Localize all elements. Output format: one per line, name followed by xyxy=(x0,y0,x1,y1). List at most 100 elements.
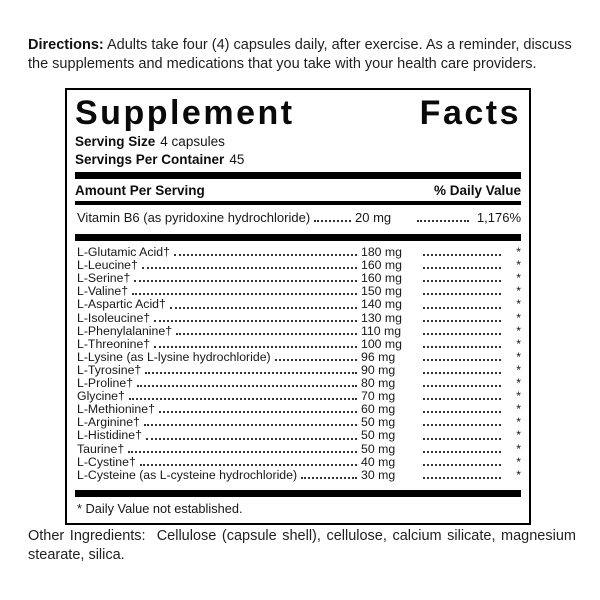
divider-thick-bottom xyxy=(75,489,521,497)
dot-leader xyxy=(423,345,501,348)
dot-leader xyxy=(137,385,357,388)
column-header-row: Amount Per Serving % Daily Value xyxy=(75,179,521,201)
dot-leader xyxy=(423,306,501,309)
nutrient-row: L-Leucine† 160 mg * xyxy=(77,259,521,272)
servings-per-container-line: Servings Per Container 45 xyxy=(75,151,521,169)
nutrient-name: Taurine† xyxy=(77,441,125,456)
nutrient-daily-value: * xyxy=(516,428,521,443)
nutrient-row: Glycine† 70 mg * xyxy=(77,390,521,403)
nutrient-amount: 80 mg xyxy=(361,376,396,391)
nutrient-row: L-Cysteine (as L-cysteine hydrochloride)… xyxy=(77,467,521,482)
nutrient-name: L-Aspartic Acid† xyxy=(77,297,166,312)
nutrient-row: L-Tyrosine† 90 mg * xyxy=(77,362,521,377)
dot-leader xyxy=(173,254,357,257)
nutrient-name: L-Proline† xyxy=(77,376,134,391)
dot-leader xyxy=(141,267,357,270)
nutrient-name: L-Valine† xyxy=(77,284,129,299)
nutrient-row: L-Valine† 150 mg * xyxy=(77,285,521,298)
dot-leader xyxy=(301,476,357,479)
nutrient-daily-value: * xyxy=(516,415,521,430)
nutrient-row: L-Serine† 160 mg * xyxy=(77,272,521,285)
nutrient-daily-value: * xyxy=(516,389,521,404)
dot-leader xyxy=(423,450,501,453)
dot-leader xyxy=(423,372,501,375)
nutrient-row: L-Histidine† 50 mg * xyxy=(77,429,521,442)
dot-leader xyxy=(423,280,501,283)
serving-size-value: 4 capsules xyxy=(160,134,225,149)
dot-leader xyxy=(274,358,357,361)
serving-size-line: Serving Size 4 capsules xyxy=(75,133,521,151)
dot-leader xyxy=(423,254,501,257)
other-ingredients-label: Other Ingredients: xyxy=(28,528,146,544)
nutrient-row: L-Isoleucine† 130 mg * xyxy=(77,310,521,325)
nutrient-amount: 100 mg xyxy=(361,336,403,351)
nutrient-daily-value: * xyxy=(516,349,521,364)
dot-leader xyxy=(423,332,501,335)
dot-leader xyxy=(145,372,357,375)
nutrient-name: L-Histidine† xyxy=(77,428,142,443)
divider-medium xyxy=(75,201,521,206)
divider-thick-top xyxy=(75,172,521,180)
directions-label: Directions: xyxy=(28,37,104,53)
nutrient-amount: 130 mg xyxy=(361,310,403,325)
nutrient-amount: 40 mg xyxy=(361,454,396,469)
divider-thick-middle xyxy=(75,234,521,242)
dot-leader xyxy=(423,411,501,414)
nutrient-amount: 180 mg xyxy=(361,245,403,260)
servings-per-container-value: 45 xyxy=(229,151,245,167)
nutrient-row: L-Glutamic Acid† 180 mg * xyxy=(77,245,521,260)
dot-leader xyxy=(143,424,357,427)
nutrient-name: Glycine† xyxy=(77,389,125,404)
nutrient-daily-value: * xyxy=(516,271,521,286)
daily-value-footnote: * Daily Value not established. xyxy=(77,500,243,516)
nutrient-daily-value: * xyxy=(516,441,521,456)
nutrient-name: L-Phenylalanine† xyxy=(77,323,173,338)
nutrient-row: Vitamin B6 (as pyridoxine hydrochloride)… xyxy=(77,210,521,225)
nutrient-name: L-Arginine† xyxy=(77,415,140,430)
nutrient-amount: 140 mg xyxy=(361,297,403,312)
nutrient-amount: 50 mg xyxy=(361,415,396,430)
dot-leader xyxy=(145,437,357,440)
nutrient-daily-value: * xyxy=(516,376,521,391)
nutrient-name: L-Glutamic Acid† xyxy=(77,245,170,260)
nutrient-row: L-Arginine† 50 mg * xyxy=(77,416,521,429)
other-ingredients-text: Cellulose (capsule shell), cellulose, ca… xyxy=(28,528,576,564)
nutrient-daily-value: * xyxy=(516,258,521,273)
dot-leader xyxy=(423,385,501,388)
dot-leader xyxy=(134,280,357,283)
nutrient-name: L-Cysteine (as L-cysteine hydrochloride) xyxy=(77,467,298,482)
nutrient-daily-value: * xyxy=(516,323,521,338)
servings-per-container-label: Servings Per Container xyxy=(75,151,225,167)
nutrient-amount: 30 mg xyxy=(361,467,396,482)
dot-leader xyxy=(158,411,357,414)
nutrient-row: L-Phenylalanine† 110 mg * xyxy=(77,323,521,338)
nutrient-name: L-Cystine† xyxy=(77,454,136,469)
dot-leader xyxy=(423,424,501,427)
nutrient-daily-value: * xyxy=(516,362,521,377)
dot-leader xyxy=(169,306,357,309)
nutrient-row: L-Lysine (as L-lysine hydrochloride) 96 m… xyxy=(77,349,521,364)
nutrient-name: L-Leucine† xyxy=(77,258,138,273)
nutrient-daily-value: * xyxy=(516,454,521,469)
nutrient-daily-value: 1,176% xyxy=(476,210,521,226)
nutrient-row: L-Threonine† 100 mg * xyxy=(77,336,521,351)
nutrient-amount: 20 mg xyxy=(355,210,392,226)
nutrient-amount: 60 mg xyxy=(361,402,396,417)
amount-per-serving-header: Amount Per Serving xyxy=(75,183,205,199)
other-ingredients-paragraph: Other Ingredients: Cellulose (capsule sh… xyxy=(28,527,576,565)
nutrient-name: L-Lysine (as L-lysine hydrochloride) xyxy=(77,349,271,364)
dot-leader xyxy=(423,463,501,466)
nutrient-amount: 90 mg xyxy=(361,362,396,377)
nutrient-amount: 160 mg xyxy=(361,271,403,286)
panel-title: Supplement Facts xyxy=(75,94,521,132)
dot-leader xyxy=(423,437,501,440)
nutrient-amount: 110 mg xyxy=(361,323,402,338)
nutrient-row: Taurine† 50 mg * xyxy=(77,441,521,456)
nutrient-amount: 160 mg xyxy=(361,258,403,273)
nutrient-daily-value: * xyxy=(516,467,521,482)
dot-leader xyxy=(423,476,501,479)
nutrient-daily-value: * xyxy=(516,336,521,351)
nutrient-row: L-Cystine† 40 mg * xyxy=(77,454,521,469)
dot-leader xyxy=(423,319,501,322)
